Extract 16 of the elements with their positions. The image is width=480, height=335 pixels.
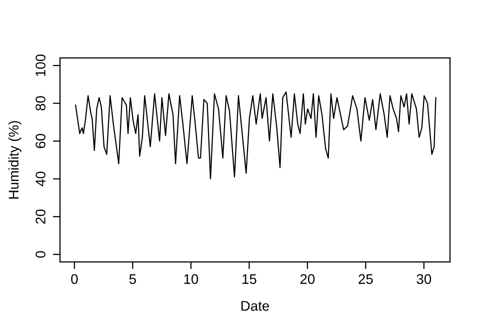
y-tick-label: 60 xyxy=(36,134,46,148)
y-tick-label: 20 xyxy=(36,209,46,224)
x-tick-label: 15 xyxy=(242,274,256,284)
line-series xyxy=(75,91,436,180)
x-tick-label: 0 xyxy=(71,274,78,284)
y-axis-title: Humidity (%) xyxy=(8,121,22,199)
x-tick-label: 25 xyxy=(358,274,373,284)
x-tick-label: 10 xyxy=(184,274,198,284)
x-tick-label: 20 xyxy=(300,274,315,284)
y-tick-label: 0 xyxy=(36,251,46,258)
x-axis-title: Date xyxy=(241,301,270,311)
y-tick-label: 40 xyxy=(36,172,46,186)
x-tick-label: 30 xyxy=(416,274,432,284)
y-tick-label: 80 xyxy=(36,96,46,110)
x-tick-label: 5 xyxy=(129,274,136,284)
y-tick-label: 100 xyxy=(36,54,46,76)
